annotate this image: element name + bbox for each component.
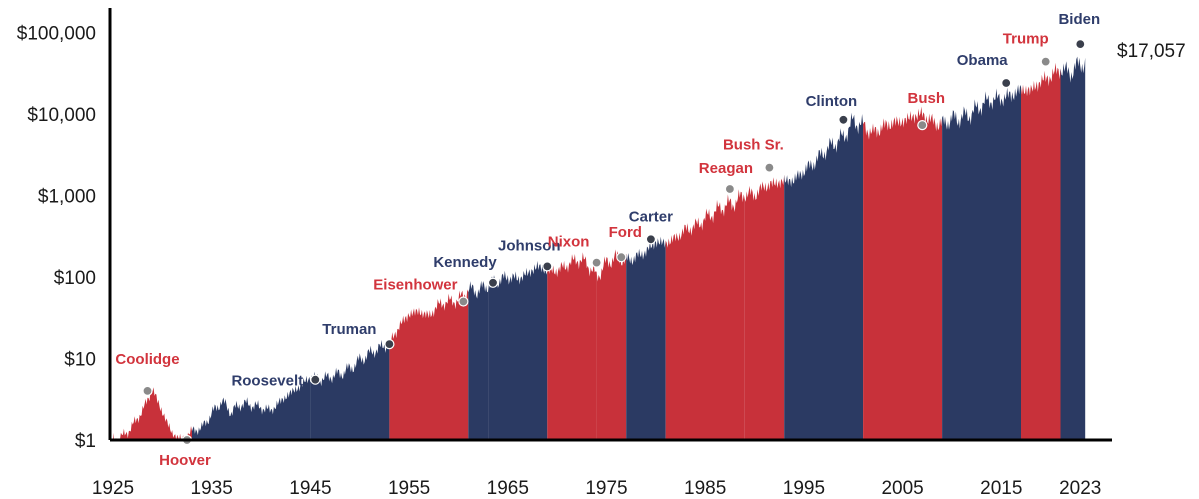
axes	[108, 8, 1112, 442]
x-tick-label: 2015	[980, 478, 1022, 499]
label-reagan: Reagan	[699, 160, 753, 177]
marker-kennedy	[487, 277, 499, 288]
x-tick-labels: 1925 1935 1945 1955 1965 1975 1985 1995 2005 2015…	[92, 478, 1102, 499]
label-truman: Truman	[322, 321, 376, 338]
y-tick-label: $1	[75, 431, 96, 452]
term-area-trump	[1021, 62, 1061, 441]
x-tick-label: 1975	[585, 478, 627, 499]
term-area-clinton	[784, 112, 864, 440]
term-area-johnson	[488, 260, 548, 440]
marker-ford	[616, 252, 627, 263]
marker-roosevelt	[310, 374, 321, 385]
label-ford: Ford	[609, 224, 642, 241]
term-area-reagan	[665, 189, 745, 440]
label-trump: Trump	[1003, 31, 1049, 48]
marker-biden	[1075, 38, 1086, 50]
label-carter: Carter	[629, 208, 673, 225]
term-area-biden	[1060, 56, 1086, 440]
term-area-truman	[310, 339, 390, 440]
x-tick-label: 1985	[684, 478, 726, 499]
marker-truman	[384, 339, 395, 350]
term-area-eisenhower	[389, 289, 469, 440]
marker-bush	[917, 119, 928, 131]
x-tick-label: 1955	[388, 478, 430, 499]
term-area-nixon	[547, 252, 597, 440]
label-eisenhower: Eisenhower	[373, 277, 457, 294]
term-area-kennedy	[468, 280, 489, 440]
term-area-ford	[596, 249, 627, 440]
label-bush-sr-: Bush Sr.	[723, 137, 784, 154]
term-area-bush	[863, 106, 943, 440]
term-bands	[113, 56, 1086, 441]
x-tick-label: 1935	[191, 478, 233, 499]
marker-eisenhower	[458, 296, 469, 307]
marker-bush-sr-	[764, 162, 775, 173]
y-tick-label: $100,000	[17, 24, 96, 45]
x-tick-label: 1925	[92, 478, 134, 499]
y-tick-label: $100	[54, 268, 96, 289]
marker-clinton	[838, 114, 849, 125]
label-bush: Bush	[908, 90, 946, 107]
marker-obama	[1001, 77, 1012, 89]
label-kennedy: Kennedy	[433, 254, 497, 271]
x-tick-label: 1965	[487, 478, 529, 499]
x-tick-label: 1945	[289, 478, 331, 499]
label-coolidge: Coolidge	[115, 351, 179, 368]
term-markers	[142, 38, 1086, 446]
x-tick-label: 2005	[881, 478, 923, 499]
label-roosevelt: Roosevelt	[231, 373, 303, 390]
label-hoover: Hoover	[159, 452, 211, 469]
label-nixon: Nixon	[548, 234, 590, 251]
term-area-roosevelt	[192, 375, 311, 440]
marker-nixon	[591, 257, 602, 268]
marker-johnson	[542, 261, 553, 272]
y-tick-label: $1,000	[38, 187, 96, 208]
marker-carter	[645, 234, 657, 245]
x-tick-label: 1995	[783, 478, 825, 499]
end-value-label: $17,057	[1117, 41, 1186, 62]
label-clinton: Clinton	[806, 93, 858, 110]
y-tick-label: $10	[64, 350, 96, 371]
x-tick-label: 2023	[1059, 478, 1101, 499]
marker-coolidge	[142, 385, 153, 396]
y-tick-label: $10,000	[27, 105, 96, 126]
marker-trump	[1040, 56, 1051, 67]
marker-reagan	[724, 183, 736, 195]
president-labels: Coolidge Hoover Roosevelt Truman Eisenhower K…	[115, 11, 1100, 469]
term-area-hoover	[152, 387, 192, 440]
label-obama: Obama	[957, 52, 1009, 69]
term-area-obama	[942, 84, 1021, 440]
label-johnson: Johnson	[498, 237, 561, 254]
label-biden: Biden	[1058, 11, 1100, 28]
term-area-coolidge	[113, 391, 153, 440]
term-area-bush-sr-	[744, 174, 785, 441]
term-area-carter	[626, 236, 666, 440]
y-tick-labels: $1 $10 $100 $1,000 $10,000 $100,000	[17, 24, 96, 453]
